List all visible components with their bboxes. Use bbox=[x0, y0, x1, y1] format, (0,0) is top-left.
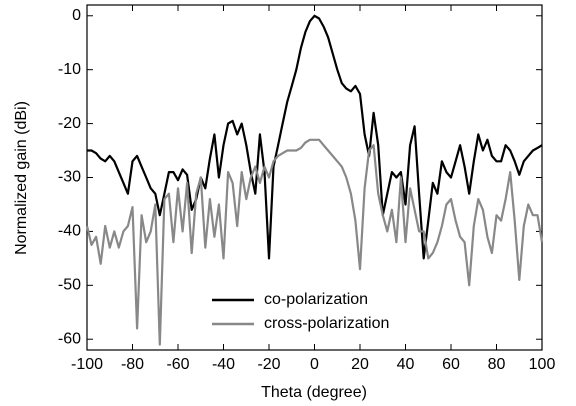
x-tick-label: -80 bbox=[121, 356, 144, 373]
y-tick-label: -20 bbox=[58, 115, 81, 132]
series-line bbox=[87, 14, 543, 260]
x-tick-label: 20 bbox=[351, 356, 369, 373]
x-tick-label: 60 bbox=[442, 356, 460, 373]
x-tick-label: -20 bbox=[257, 356, 280, 373]
x-tick-label: -60 bbox=[166, 356, 189, 373]
x-tick-label: 100 bbox=[529, 356, 556, 373]
plot-frame bbox=[86, 4, 543, 351]
y-tick-label: -60 bbox=[58, 330, 81, 347]
x-tick-label: -100 bbox=[71, 356, 103, 373]
x-tick-label: 80 bbox=[488, 356, 506, 373]
legend-label: co-polarization bbox=[264, 291, 368, 308]
y-tick-label: -50 bbox=[58, 277, 81, 294]
y-tick-label: -30 bbox=[58, 169, 81, 186]
legend-label: cross-polarization bbox=[264, 315, 389, 332]
y-axis-label: Normalized gain (dBi) bbox=[13, 101, 30, 255]
y-tick-label: -40 bbox=[58, 223, 81, 240]
x-tick-label: -40 bbox=[212, 356, 235, 373]
series-line bbox=[85, 138, 544, 346]
y-tick-label: 0 bbox=[72, 7, 81, 24]
x-tick-label: 40 bbox=[397, 356, 415, 373]
x-axis-label: Theta (degree) bbox=[261, 384, 367, 401]
x-tick-label: 0 bbox=[310, 356, 319, 373]
y-tick-label: -10 bbox=[58, 61, 81, 78]
